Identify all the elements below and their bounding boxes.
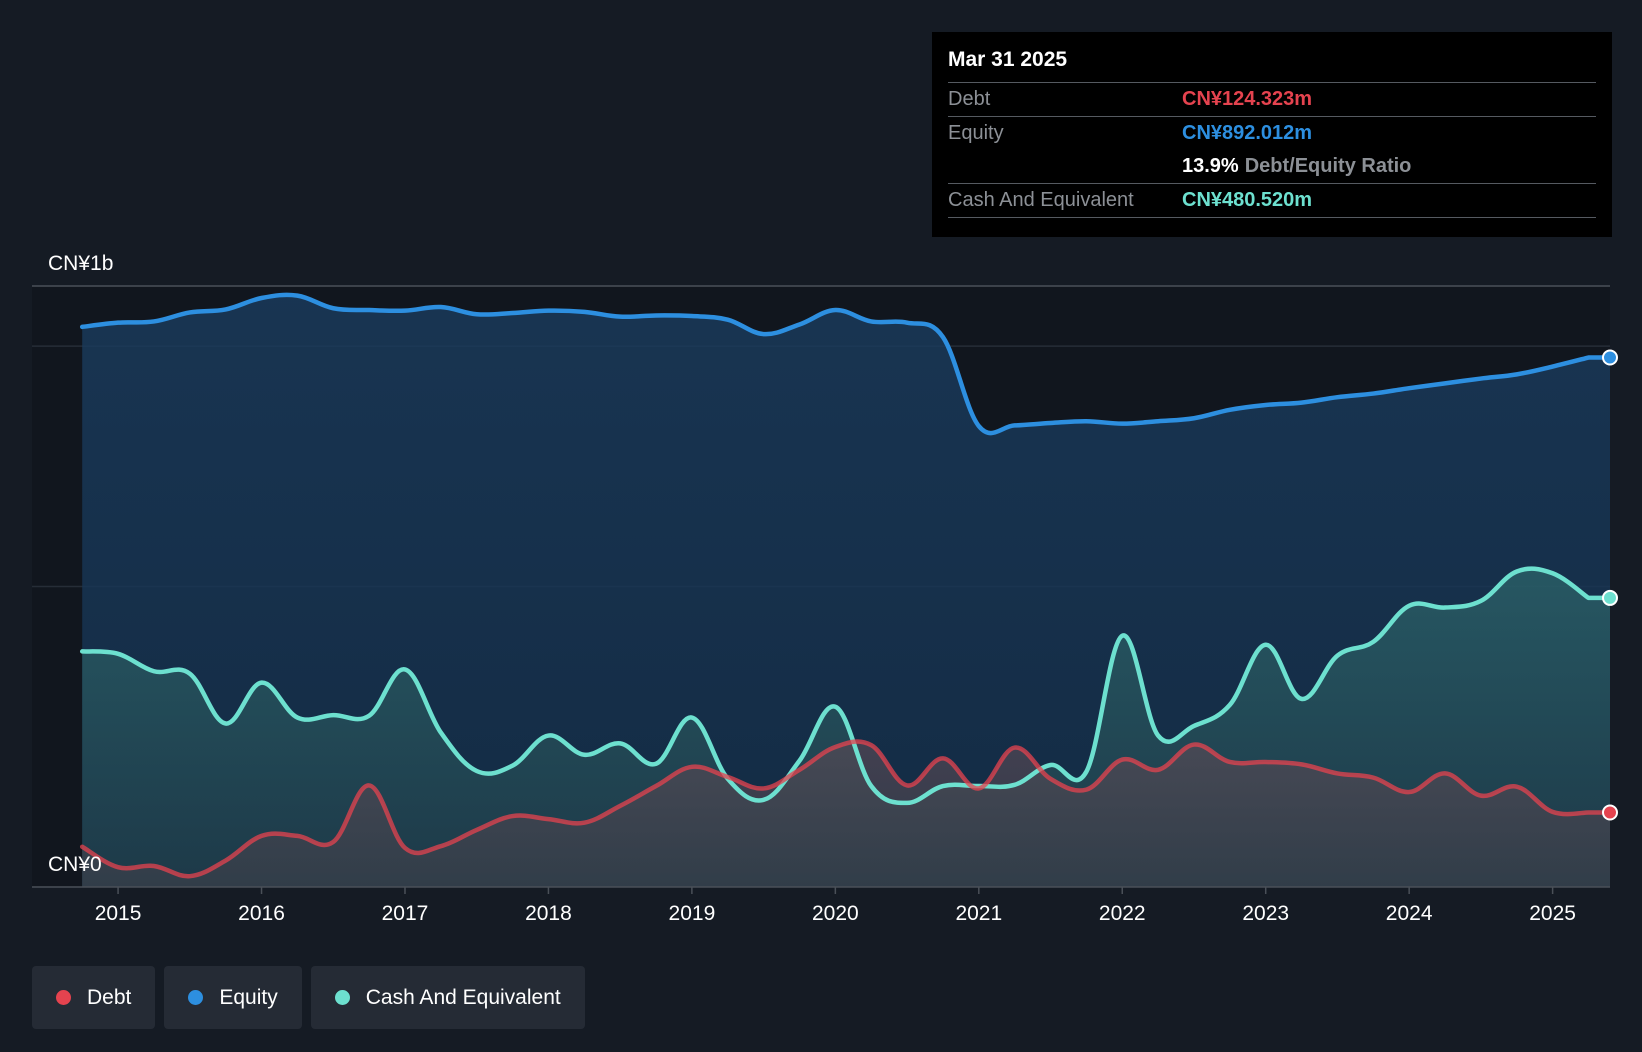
legend-item-cash[interactable]: Cash And Equivalent — [310, 966, 585, 1029]
equity-dot-icon — [188, 990, 204, 1005]
cash-line — [79, 566, 1613, 806]
tooltip-debt-value: CN¥124.323m — [1182, 88, 1313, 110]
x-tick-label-2025: 2025 — [1529, 902, 1576, 925]
y-axis-bottom-label: CN¥0 — [48, 853, 102, 876]
tooltip-panel: Mar 31 2025 Debt CN¥124.323m Equity CN¥8… — [932, 32, 1612, 237]
series-lines — [79, 292, 1613, 879]
x-tick-label-2015: 2015 — [95, 902, 142, 925]
x-axis-ticks: 2015 2016 2017 2018 2019 2020 2021 2022 2023 2024… — [95, 887, 1576, 925]
x-tick-label-2021: 2021 — [955, 902, 1002, 925]
legend-label-equity: Equity — [219, 985, 278, 1009]
tooltip-cash-value: CN¥480.520m — [1182, 189, 1313, 211]
tooltip-debt-row: Debt CN¥124.323m — [948, 82, 1596, 116]
debt-end-marker — [1602, 804, 1618, 821]
tooltip-equity-row: Equity CN¥892.012m — [948, 116, 1596, 150]
chart-legend: Debt Equity Cash And Equivalent — [32, 966, 585, 1029]
end-markers — [1602, 349, 1618, 821]
x-tick-label-2016: 2016 — [238, 902, 285, 925]
x-tick-label-2017: 2017 — [382, 902, 429, 925]
tooltip-equity-label: Equity — [948, 122, 1004, 144]
debt-area — [82, 741, 1610, 887]
cash-dot-icon — [334, 990, 350, 1005]
legend-item-equity[interactable]: Equity — [164, 966, 302, 1029]
cash-end-marker — [1602, 589, 1618, 606]
equity-line — [79, 292, 1613, 436]
legend-label-debt: Debt — [87, 985, 132, 1009]
x-tick-label-2018: 2018 — [525, 902, 572, 925]
tooltip-ratio-row: 13.9% Debt/Equity Ratio — [948, 150, 1596, 183]
tooltip-date: Mar 31 2025 — [948, 48, 1068, 71]
tooltip-ratio-label: Debt/Equity Ratio — [1244, 155, 1412, 177]
x-tick-label-2022: 2022 — [1099, 902, 1146, 925]
tooltip-cash-label: Cash And Equivalent — [948, 189, 1134, 211]
debt-line — [79, 739, 1613, 879]
equity-end-marker — [1602, 349, 1618, 366]
x-tick-label-2019: 2019 — [669, 902, 716, 925]
legend-item-debt[interactable]: Debt — [32, 966, 156, 1029]
x-tick-label-2023: 2023 — [1242, 902, 1289, 925]
x-tick-label-2024: 2024 — [1386, 902, 1433, 925]
tooltip-equity-value: CN¥892.012m — [1182, 122, 1313, 144]
legend-label-cash: Cash And Equivalent — [365, 985, 561, 1009]
tooltip-cash-row: Cash And Equivalent CN¥480.520m — [948, 183, 1596, 218]
tooltip-ratio-value: 13.9% — [1182, 155, 1239, 177]
tooltip-debt-label: Debt — [948, 88, 991, 110]
y-axis-top-label: CN¥1b — [48, 252, 113, 275]
x-tick-label-2020: 2020 — [812, 902, 859, 925]
debt-dot-icon — [56, 990, 71, 1005]
